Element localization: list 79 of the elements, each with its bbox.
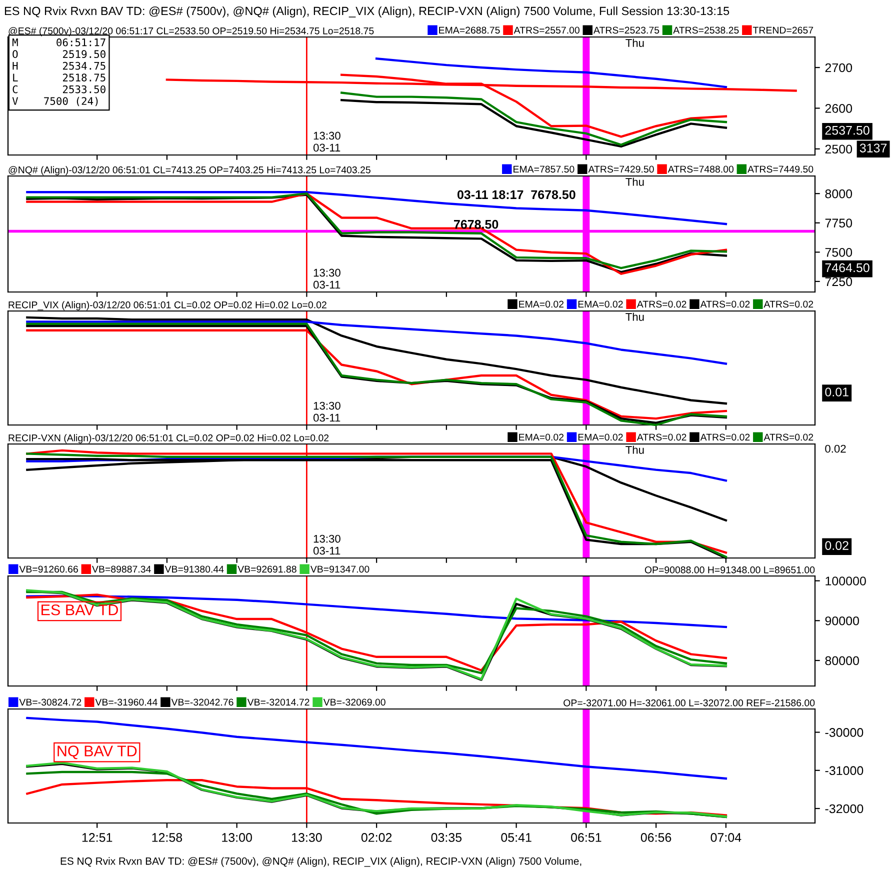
legend-label: VB=-30824.72 [19, 698, 82, 706]
x-tick-label: 05:41 [501, 833, 532, 842]
annotation: ES BAV TD [42, 604, 118, 616]
x-tick-label: 06:56 [640, 833, 672, 842]
chart-title: RECIP_VIX (Align)-03/12/20 06:51:01 CL=0.02 OP=0.02 Hi=0.02 Lo=0.02 [8, 301, 326, 310]
legend-label: VB=91347.00 [310, 566, 370, 573]
y-tick-label: 80000 [825, 656, 859, 666]
legend-label: VB=-32069.00 [323, 698, 386, 706]
legend-label: ATRS=0.02 [764, 300, 814, 308]
x-tick-label: 07:04 [710, 833, 742, 842]
y-tick-label: 100000 [826, 576, 866, 586]
legend-label: EMA=0.02 [578, 300, 623, 308]
y-tick-label: 2700 [825, 63, 852, 72]
legend-label: VB=-31960.44 [95, 698, 158, 706]
x-tick-label: 02:02 [361, 833, 392, 842]
legend-label: VB=91260.66 [19, 566, 78, 573]
legend-label: VB=-32014.72 [247, 698, 310, 706]
y-tick-label: 7250 [825, 277, 852, 286]
legend-label: ATRS=7488.00 [668, 166, 734, 173]
legend-label: ATRS=0.02 [700, 300, 750, 308]
legend-label: ATRS=0.02 [636, 434, 686, 441]
y-tick-label: -32000 [825, 804, 864, 814]
x-tick-label: 12:51 [82, 833, 112, 842]
chart-title: @ES# (7500v)-03/12/20 06:51:17 CL=2533.50 OP=2519.50 Hi=2534.75 Lo=2518.75 [8, 27, 374, 36]
legend-label: EMA=0.02 [519, 434, 564, 441]
legend-label: ATRS=2557.00 [514, 26, 580, 34]
legend-label: ATRS=2538.25 [673, 26, 739, 34]
text: 0.02 [825, 444, 846, 453]
legend-label: EMA=2688.75 [439, 26, 500, 34]
annotation: 13:30 03-11 [313, 268, 340, 289]
x-tick-label: 03:35 [431, 833, 462, 842]
y-tick-label: 2600 [825, 104, 852, 113]
y-tick-label: -30000 [825, 728, 864, 737]
text: ES NQ Rvix Rvxn BAV TD: @ES# (7500v), @NQ# (Align), RECIP_VIX (Align), RECIP-VXN (Align) 7500 Volume, [60, 857, 582, 867]
legend-label: TREND=2657 [752, 26, 814, 34]
chart-title: @NQ# (Align)-03/12/20 06:51:01 CL=7413.25 OP=7403.25 Hi=7413.25 Lo=7403.25 [8, 166, 370, 176]
chart-title: OP=90088.00 H=91348.00 L=89651.00 [644, 566, 815, 574]
y-tick-label: -31000 [825, 766, 864, 776]
ref-line-label: 7678.50 [454, 220, 498, 229]
legend-label: EMA=0.02 [578, 434, 623, 441]
chart-title: OP=-32071.00 H=-32061.00 L=-32072.00 REF=-21586.00 [564, 699, 815, 706]
annotation: M 06:51:17 O 2519.50 H 2534.75 L 2518.75 C 2533.50 V 7500 (24) [12, 38, 106, 106]
x-tick-label: 13:30 [292, 833, 322, 842]
annotation: 03-11 18:17 7678.50 [457, 190, 576, 200]
x-tick-label: 06:51 [571, 833, 602, 842]
annotation: 13:30 03-11 [313, 534, 340, 555]
legend-label: ATRS=0.02 [636, 300, 686, 308]
legend-label: ATRS=0.02 [764, 434, 814, 441]
x-tick-label: 12:58 [152, 833, 182, 842]
text: 7464.50 [825, 263, 870, 272]
legend-label: EMA=7857.50 [514, 166, 574, 173]
text: 2537.50 [825, 126, 870, 135]
y-tick-label: 7500 [825, 248, 852, 257]
y-tick-label: 2500 [825, 144, 852, 154]
legend-label: VB=92691.88 [238, 566, 296, 573]
y-tick-label: 8000 [825, 189, 852, 198]
text: ES NQ Rvix Rvxn BAV TD: @ES# (7500v), @NQ# (Align), RECIP_VIX (Align), RECIP-VXN (Align) 7500 Volume, Full Session 13:30-13:15 [4, 6, 730, 18]
text: 0.02 [825, 541, 848, 550]
annotation: 13:30 03-11 [313, 132, 340, 152]
text: 3137 [860, 144, 887, 152]
annotation: Thu [626, 446, 644, 454]
legend-label: ATRS=0.02 [700, 434, 750, 441]
text: 0.01 [825, 388, 848, 396]
annotation: Thu [626, 312, 644, 321]
legend-label: ATRS=2523.75 [593, 26, 660, 34]
chart-title: RECIP-VXN (Align)-03/12/20 06:51:01 CL=0.02 OP=0.02 Hi=0.02 Lo=0.02 [8, 434, 329, 444]
legend-label: ATRS=7449.50 [748, 166, 814, 173]
legend-label: VB=89887.34 [92, 566, 151, 573]
y-tick-label: 90000 [825, 616, 859, 626]
annotation: Thu [626, 38, 644, 47]
x-tick-label: 13:00 [222, 833, 252, 842]
annotation: NQ BAV TD [58, 746, 137, 760]
legend-label: VB=-32042.76 [171, 698, 234, 706]
y-tick-label: 7750 [825, 218, 852, 228]
annotation: 13:30 03-11 [313, 402, 340, 422]
legend-label: VB=91380.44 [164, 566, 224, 573]
legend-label: ATRS=7429.50 [588, 166, 654, 173]
annotation: Thu [626, 178, 644, 186]
legend-label: EMA=0.02 [519, 300, 564, 308]
